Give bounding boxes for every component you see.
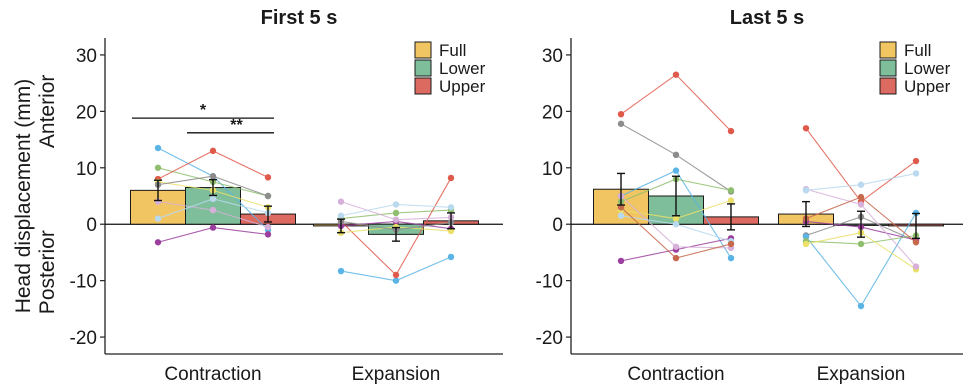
subject-point <box>447 204 455 211</box>
subject-point <box>154 239 162 246</box>
legend-label-lower: Lower <box>439 59 486 78</box>
subject-point <box>802 240 810 248</box>
y-tick-label: 30 <box>76 46 97 67</box>
subject-line <box>620 73 732 132</box>
y-axis-label-anterior: Anterior <box>36 75 59 149</box>
subject-line <box>805 127 917 203</box>
y-tick-label: -20 <box>536 328 563 349</box>
subject-point <box>209 206 217 214</box>
subject-point <box>154 164 162 171</box>
subject-point <box>912 239 920 246</box>
subject-point <box>209 224 217 231</box>
subject-point <box>264 223 272 231</box>
subject-point <box>857 193 865 201</box>
x-tick-label: Contraction <box>164 364 261 385</box>
subject-point <box>672 243 680 250</box>
legend-label-full: Full <box>439 41 466 60</box>
subject-point <box>617 120 625 127</box>
subject-point <box>392 277 400 284</box>
subject-point <box>672 151 680 159</box>
subject-point <box>154 144 162 152</box>
subject-point <box>392 209 400 217</box>
legend-swatch-upper <box>414 77 432 95</box>
significance-label: ** <box>230 117 243 134</box>
y-axis-label-posterior: Posterior <box>36 230 59 314</box>
y-axis-label: Head displacement (mm) <box>12 79 35 314</box>
significance-label: * <box>200 102 207 119</box>
subject-point <box>672 71 680 78</box>
subject-point <box>337 267 345 275</box>
subject-point <box>857 240 865 248</box>
y-tick-label: 20 <box>76 102 97 123</box>
legend-label-upper: Upper <box>904 77 951 96</box>
subject-point <box>392 201 400 208</box>
subject-point <box>209 195 217 203</box>
subject-point <box>912 170 920 177</box>
legend-swatch-lower <box>879 59 897 77</box>
legend-swatch-upper <box>879 77 897 95</box>
subject-point <box>672 167 680 174</box>
chart-title: Last 5 s <box>730 7 804 29</box>
y-tick-label: -20 <box>70 328 97 349</box>
y-tick-label: -10 <box>536 272 563 293</box>
subject-point <box>264 192 272 200</box>
subject-point <box>447 174 455 182</box>
subject-point <box>912 263 920 270</box>
y-tick-label: 10 <box>76 159 97 180</box>
subject-point <box>617 257 625 265</box>
subject-point <box>392 216 400 223</box>
subject-point <box>727 187 735 194</box>
subject-point <box>727 127 735 135</box>
subject-point <box>672 221 680 228</box>
chart-title: First 5 s <box>261 7 338 29</box>
y-tick-label: 20 <box>542 102 563 123</box>
x-tick-label: Expansion <box>817 364 906 385</box>
subject-point <box>857 181 865 188</box>
subject-point <box>264 174 272 181</box>
legend-swatch-lower <box>414 59 432 77</box>
legend-label-lower: Lower <box>904 59 951 78</box>
subject-point <box>672 254 680 262</box>
subject-point <box>337 212 345 219</box>
subject-point <box>802 187 810 194</box>
y-tick-label: 0 <box>86 215 97 236</box>
chart-panel-2: Last 5 s 30 20 10 0 -10 -20 Contraction Expansio… <box>536 7 963 385</box>
y-tick-label: 10 <box>542 159 563 180</box>
subject-point <box>802 233 810 240</box>
legend-swatch-full <box>414 41 432 59</box>
legend-swatch-full <box>879 41 897 59</box>
y-tick-label: -10 <box>70 272 97 293</box>
x-tick-label: Contraction <box>627 364 724 385</box>
subject-point <box>264 231 272 238</box>
x-tick-label: Expansion <box>352 364 441 385</box>
subject-point <box>857 201 865 208</box>
subject-point <box>912 157 920 165</box>
subject-point <box>617 110 625 118</box>
subject-point <box>802 125 810 132</box>
subject-point <box>617 212 625 219</box>
subject-point <box>672 215 680 222</box>
subject-point <box>154 215 162 222</box>
legend-label-upper: Upper <box>439 77 486 96</box>
subject-point <box>727 254 735 262</box>
subject-point <box>727 240 735 248</box>
subject-point <box>857 302 865 310</box>
subject-point <box>727 197 735 204</box>
subject-point <box>209 173 217 180</box>
y-tick-label: 0 <box>552 215 563 236</box>
subject-point <box>209 147 217 155</box>
y-tick-label: 30 <box>542 46 563 67</box>
subject-point <box>337 198 345 205</box>
subject-point <box>392 271 400 279</box>
legend-label-full: Full <box>904 41 931 60</box>
chart-panel-1: First 5 s 30 20 10 0 -10 -20 Contraction Expansi… <box>12 7 503 385</box>
subject-point <box>447 253 455 261</box>
